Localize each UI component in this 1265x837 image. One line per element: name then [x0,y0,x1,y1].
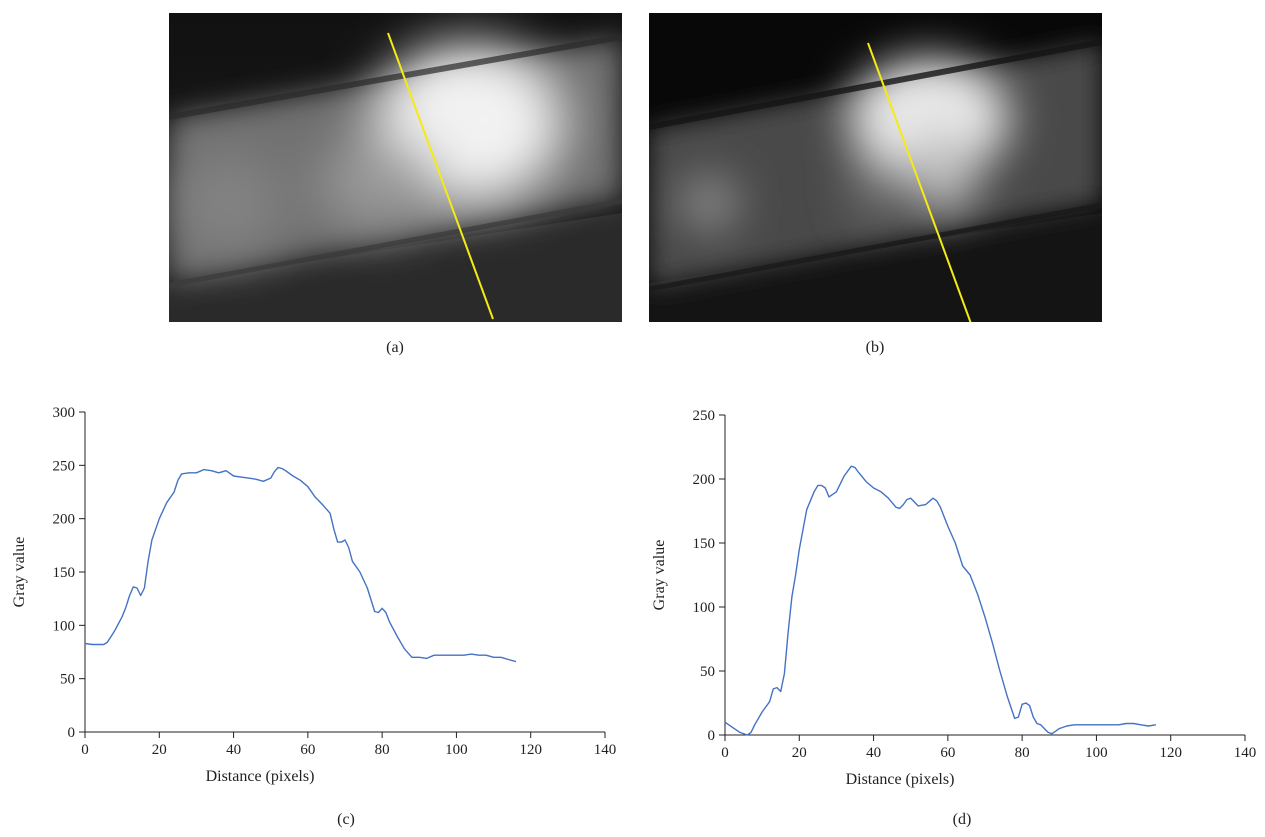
series-line-d [724,465,1157,736]
y-tick-label-d: 50 [700,664,715,680]
y-tick-label-c: 50 [60,672,75,688]
chart-c: 0 50 100 150 200 250 300 0 20 40 60 80 100 120 140 Dist… [11,405,617,785]
profile-line-b [867,42,972,322]
y-tick-label-d: 250 [693,408,716,424]
x-tick-label-d: 20 [792,745,807,761]
x-tick-label-d: 0 [721,745,729,761]
caption-c: (c) [337,811,355,828]
x-tick-label-c: 140 [594,742,617,758]
y-axis-title-c: Gray value [11,537,28,608]
profile-line-a [387,32,494,320]
x-tick-label-c: 0 [81,742,89,758]
y-tick-label-d: 150 [693,536,716,552]
image-b [649,13,1102,322]
image-a-graphic [169,13,622,322]
caption-a: (a) [386,339,404,356]
x-tick-label-c: 120 [519,742,542,758]
series-line-c [84,466,517,663]
x-tick-label-d: 140 [1234,745,1257,761]
y-tick-label-d: 100 [693,600,716,616]
y-tick-label-d: 0 [708,728,716,744]
y-tick-label-c: 300 [53,405,76,421]
y-tick-label-c: 250 [53,458,76,474]
x-tick-label-c: 100 [445,742,468,758]
y-tick-label-c: 0 [68,725,76,741]
x-tick-label-d: 60 [940,745,955,761]
x-tick-label-d: 40 [866,745,881,761]
chart-d: 0 50 100 150 200 250 0 20 40 60 80 100 120 140 Distanc… [651,408,1257,788]
x-tick-label-d: 80 [1015,745,1030,761]
image-b-graphic [649,13,1102,322]
x-tick-label-d: 100 [1085,745,1108,761]
y-tick-label-c: 100 [53,618,76,634]
caption-d: (d) [952,811,972,828]
y-tick-label-d: 200 [693,472,716,488]
image-a [169,13,622,322]
x-tick-label-d: 120 [1159,745,1182,761]
y-axis-title-d: Gray value [651,540,668,611]
x-tick-label-c: 80 [375,742,390,758]
caption-b: (b) [865,339,885,356]
x-axis-title-c: Distance (pixels) [206,768,315,785]
x-tick-label-c: 40 [226,742,241,758]
y-tick-label-c: 200 [53,512,76,528]
y-tick-label-c: 150 [53,565,76,581]
x-tick-label-c: 60 [300,742,315,758]
x-axis-title-d: Distance (pixels) [846,771,955,788]
x-tick-label-c: 20 [152,742,167,758]
